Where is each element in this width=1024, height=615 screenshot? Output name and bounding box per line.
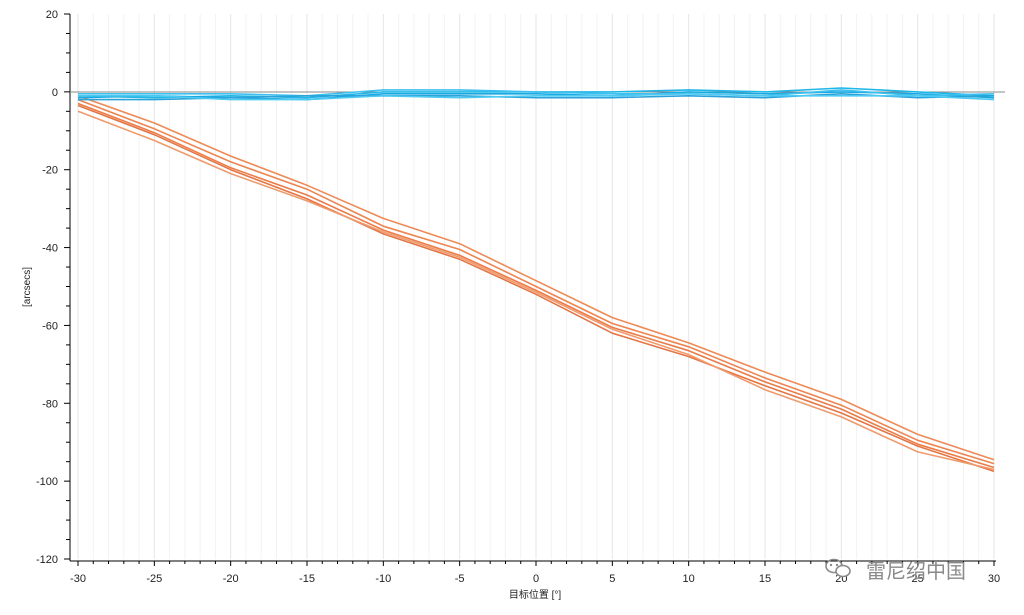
series-line-10: [78, 93, 995, 101]
series-line-8: [78, 89, 995, 97]
x-axis-title: 目标位置 [°]: [509, 588, 562, 601]
y-tick-label: -80: [42, 398, 58, 410]
series-line-5: [77, 110, 995, 471]
x-tick-label: -10: [375, 573, 391, 585]
series-line-2: [77, 98, 995, 465]
x-tick-label: -15: [299, 573, 315, 585]
x-tick-label: 5: [609, 573, 615, 585]
x-tick-label: 30: [988, 573, 1000, 585]
series-line-3: [77, 102, 995, 469]
y-tick-label: -40: [42, 243, 58, 255]
vertical-grid: [77, 14, 995, 559]
watermark: 雷尼绍中国: [825, 558, 966, 583]
x-tick-label: 15: [759, 573, 771, 585]
x-tick-label: -5: [455, 573, 465, 585]
series-group: [77, 87, 995, 473]
y-tick-label: -120: [36, 554, 58, 566]
series-line-1: [77, 95, 995, 461]
series-line-9: [78, 93, 995, 101]
x-tick-label: 0: [533, 573, 539, 585]
x-tick-label: 10: [683, 573, 695, 585]
wechat-icon: [825, 558, 851, 578]
y-tick-label: -100: [36, 476, 58, 488]
y-tick-label: 20: [46, 9, 58, 21]
x-tick-label: -20: [223, 573, 239, 585]
y-tick-label: 0: [52, 87, 58, 99]
x-tick-label: -30: [70, 573, 86, 585]
y-axis-title: [arcsecs]: [22, 267, 33, 307]
series-line-4: [77, 104, 995, 473]
x-tick-label: 25: [912, 573, 924, 585]
y-tick-label: -20: [42, 165, 58, 177]
y-tick-label: -60: [42, 320, 58, 332]
watermark-text: 雷尼绍中国: [866, 559, 966, 583]
x-tick-label: -25: [146, 573, 162, 585]
ticks: -30 -25 -20 -15 -10 -5 0 5 10 15 20 25 30200-20-40-6…: [36, 9, 1000, 585]
